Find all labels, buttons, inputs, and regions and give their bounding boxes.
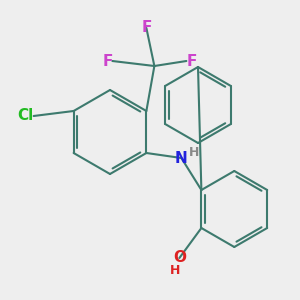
Text: N: N bbox=[175, 151, 188, 166]
Text: Cl: Cl bbox=[17, 109, 34, 124]
Text: H: H bbox=[189, 146, 200, 158]
Text: F: F bbox=[102, 53, 112, 68]
Text: F: F bbox=[186, 53, 197, 68]
Text: F: F bbox=[141, 20, 152, 35]
Text: H: H bbox=[170, 263, 181, 277]
Text: O: O bbox=[173, 250, 186, 266]
